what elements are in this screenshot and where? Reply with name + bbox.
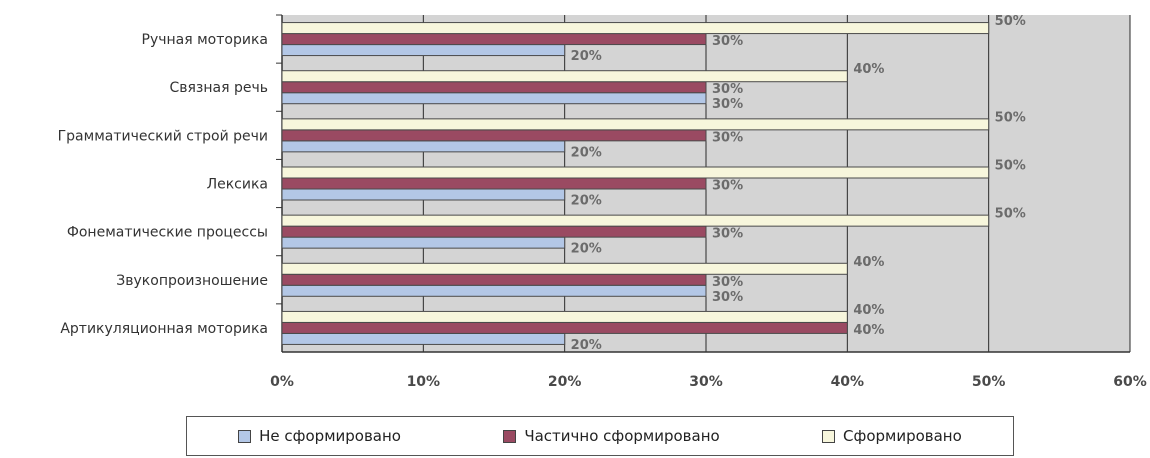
data-label: 20% (571, 338, 602, 353)
data-label: 50% (995, 14, 1026, 29)
data-label: 40% (853, 303, 884, 318)
x-tick-label: 0% (270, 374, 294, 390)
bar (281, 262, 848, 275)
data-label: 50% (995, 159, 1026, 174)
category-label: Лексика (207, 177, 268, 193)
x-tick-label: 40% (831, 374, 865, 390)
bar (281, 22, 990, 35)
bar (281, 129, 707, 142)
data-label: 40% (853, 62, 884, 77)
bar (281, 177, 707, 190)
bar (281, 273, 707, 286)
legend-item: Не сформировано (238, 427, 401, 445)
legend: Не сформировано Частично сформировано Сфор… (186, 416, 1014, 456)
legend-swatch (238, 429, 252, 443)
data-label: 30% (712, 34, 743, 49)
category-label: Ручная моторика (142, 32, 268, 48)
bar (281, 188, 566, 201)
bar (281, 166, 990, 179)
data-label: 30% (712, 179, 743, 194)
legend-label: Не сформировано (259, 427, 401, 445)
legend-item: Частично сформировано (503, 427, 720, 445)
data-label: 20% (571, 145, 602, 160)
category-label: Фонематические процессы (67, 225, 268, 241)
x-tick-label: 30% (689, 374, 723, 390)
data-label: 50% (995, 207, 1026, 222)
legend-label: Сформировано (843, 427, 962, 445)
bar (281, 236, 566, 249)
data-label: 30% (712, 290, 743, 305)
bar (281, 118, 990, 131)
data-label: 20% (571, 194, 602, 209)
bar (281, 92, 707, 105)
data-label: 30% (712, 82, 743, 97)
bar (281, 225, 707, 238)
x-tick-label: 50% (972, 374, 1006, 390)
bar (281, 214, 990, 227)
data-label: 40% (853, 255, 884, 270)
bar (281, 321, 848, 334)
legend-swatch (503, 429, 517, 443)
bar (281, 81, 707, 94)
bar-chart: 0% 10% 20% 30% 40% 50% 60% Артикуляционная мото… (58, 14, 1147, 390)
bar (281, 140, 566, 153)
category-label: Грамматический строй речи (58, 128, 268, 144)
legend-swatch (822, 429, 836, 443)
x-tick-label: 10% (407, 374, 441, 390)
data-label: 30% (712, 97, 743, 112)
x-tick-label: 20% (548, 374, 582, 390)
data-label: 20% (571, 242, 602, 257)
data-label: 50% (995, 110, 1026, 125)
data-label: 30% (712, 130, 743, 145)
legend-item: Сформировано (822, 427, 962, 445)
x-tick-label: 60% (1113, 374, 1147, 390)
data-label: 30% (712, 275, 743, 290)
legend-label: Частично сформировано (524, 427, 720, 445)
bar (281, 44, 566, 57)
bar (281, 70, 848, 83)
bar (281, 310, 848, 323)
data-label: 20% (571, 49, 602, 64)
bar (281, 284, 707, 297)
data-label: 40% (853, 323, 884, 338)
category-label: Артикуляционная моторика (60, 321, 268, 337)
category-label: Связная речь (169, 80, 268, 96)
data-label: 30% (712, 227, 743, 242)
category-label: Звукопроизношение (116, 273, 268, 289)
bar (281, 332, 566, 345)
bar (281, 33, 707, 46)
